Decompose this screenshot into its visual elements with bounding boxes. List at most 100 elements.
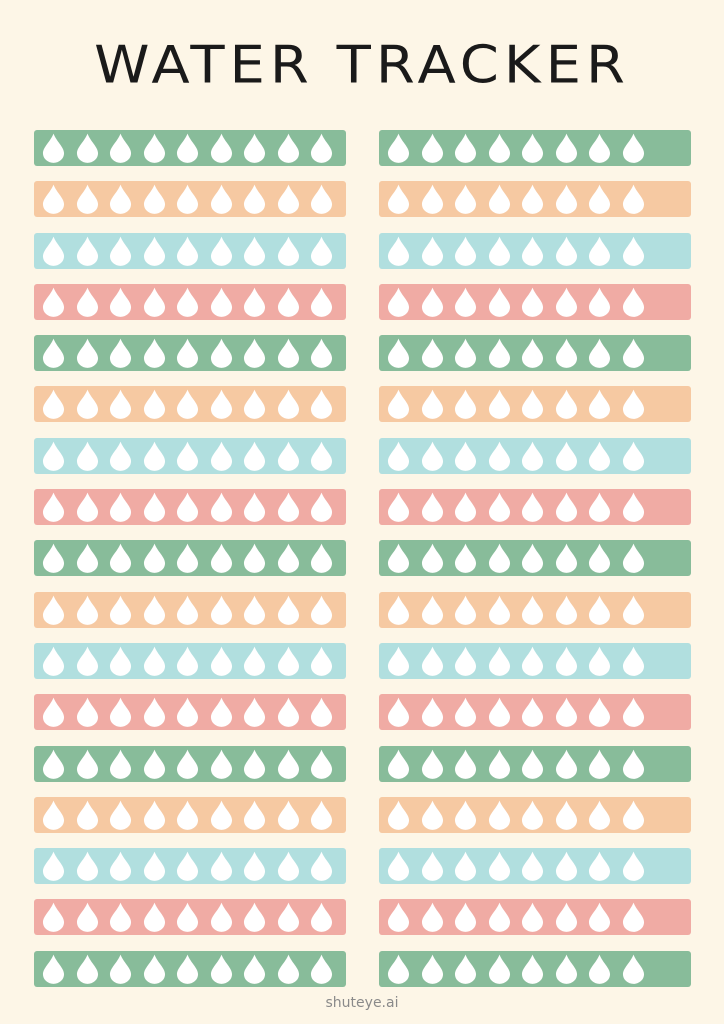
water-drop-icon[interactable] <box>310 388 333 420</box>
water-drop-icon[interactable] <box>143 491 166 523</box>
water-drop-icon[interactable] <box>454 235 477 267</box>
water-drop-icon[interactable] <box>210 388 233 420</box>
water-drop-icon[interactable] <box>310 542 333 574</box>
water-drop-icon[interactable] <box>555 748 578 780</box>
water-drop-icon[interactable] <box>143 748 166 780</box>
water-drop-icon[interactable] <box>76 388 99 420</box>
water-drop-icon[interactable] <box>210 440 233 472</box>
water-drop-icon[interactable] <box>109 799 132 831</box>
water-drop-icon[interactable] <box>109 748 132 780</box>
water-drop-icon[interactable] <box>421 594 444 626</box>
water-drop-icon[interactable] <box>42 799 65 831</box>
water-drop-icon[interactable] <box>210 953 233 985</box>
water-drop-icon[interactable] <box>176 799 199 831</box>
water-drop-icon[interactable] <box>488 645 511 677</box>
water-drop-icon[interactable] <box>454 286 477 318</box>
water-drop-icon[interactable] <box>622 183 645 215</box>
water-drop-icon[interactable] <box>176 901 199 933</box>
water-drop-icon[interactable] <box>109 696 132 728</box>
water-drop-icon[interactable] <box>143 696 166 728</box>
water-drop-icon[interactable] <box>454 440 477 472</box>
water-drop-icon[interactable] <box>387 696 410 728</box>
water-drop-icon[interactable] <box>555 850 578 882</box>
water-drop-icon[interactable] <box>176 286 199 318</box>
water-drop-icon[interactable] <box>143 901 166 933</box>
water-drop-icon[interactable] <box>488 850 511 882</box>
water-drop-icon[interactable] <box>521 491 544 523</box>
water-drop-icon[interactable] <box>143 286 166 318</box>
water-drop-icon[interactable] <box>310 953 333 985</box>
water-drop-icon[interactable] <box>210 594 233 626</box>
water-drop-icon[interactable] <box>555 901 578 933</box>
water-drop-icon[interactable] <box>210 850 233 882</box>
water-drop-icon[interactable] <box>310 235 333 267</box>
water-drop-icon[interactable] <box>109 901 132 933</box>
water-drop-icon[interactable] <box>521 183 544 215</box>
water-drop-icon[interactable] <box>622 799 645 831</box>
water-drop-icon[interactable] <box>42 748 65 780</box>
water-drop-icon[interactable] <box>277 235 300 267</box>
water-drop-icon[interactable] <box>310 850 333 882</box>
water-drop-icon[interactable] <box>555 953 578 985</box>
water-drop-icon[interactable] <box>387 799 410 831</box>
water-drop-icon[interactable] <box>277 183 300 215</box>
water-drop-icon[interactable] <box>277 388 300 420</box>
water-drop-icon[interactable] <box>42 132 65 164</box>
water-drop-icon[interactable] <box>109 337 132 369</box>
water-drop-icon[interactable] <box>555 132 578 164</box>
water-drop-icon[interactable] <box>488 388 511 420</box>
water-drop-icon[interactable] <box>277 594 300 626</box>
water-drop-icon[interactable] <box>210 748 233 780</box>
water-drop-icon[interactable] <box>76 542 99 574</box>
water-drop-icon[interactable] <box>42 850 65 882</box>
water-drop-icon[interactable] <box>109 440 132 472</box>
water-drop-icon[interactable] <box>42 696 65 728</box>
water-drop-icon[interactable] <box>210 696 233 728</box>
water-drop-icon[interactable] <box>387 132 410 164</box>
water-drop-icon[interactable] <box>109 542 132 574</box>
water-drop-icon[interactable] <box>277 645 300 677</box>
water-drop-icon[interactable] <box>243 748 266 780</box>
water-drop-icon[interactable] <box>277 748 300 780</box>
water-drop-icon[interactable] <box>210 132 233 164</box>
water-drop-icon[interactable] <box>243 696 266 728</box>
water-drop-icon[interactable] <box>76 799 99 831</box>
water-drop-icon[interactable] <box>243 491 266 523</box>
water-drop-icon[interactable] <box>555 440 578 472</box>
water-drop-icon[interactable] <box>387 286 410 318</box>
water-drop-icon[interactable] <box>76 901 99 933</box>
water-drop-icon[interactable] <box>310 696 333 728</box>
water-drop-icon[interactable] <box>42 645 65 677</box>
water-drop-icon[interactable] <box>243 132 266 164</box>
water-drop-icon[interactable] <box>622 850 645 882</box>
water-drop-icon[interactable] <box>143 799 166 831</box>
water-drop-icon[interactable] <box>421 388 444 420</box>
water-drop-icon[interactable] <box>42 337 65 369</box>
water-drop-icon[interactable] <box>109 594 132 626</box>
water-drop-icon[interactable] <box>588 953 611 985</box>
water-drop-icon[interactable] <box>143 132 166 164</box>
water-drop-icon[interactable] <box>76 696 99 728</box>
water-drop-icon[interactable] <box>176 337 199 369</box>
water-drop-icon[interactable] <box>421 542 444 574</box>
water-drop-icon[interactable] <box>555 594 578 626</box>
water-drop-icon[interactable] <box>555 645 578 677</box>
water-drop-icon[interactable] <box>488 748 511 780</box>
water-drop-icon[interactable] <box>421 491 444 523</box>
water-drop-icon[interactable] <box>421 953 444 985</box>
water-drop-icon[interactable] <box>310 491 333 523</box>
water-drop-icon[interactable] <box>488 132 511 164</box>
water-drop-icon[interactable] <box>421 645 444 677</box>
water-drop-icon[interactable] <box>454 748 477 780</box>
water-drop-icon[interactable] <box>588 542 611 574</box>
water-drop-icon[interactable] <box>42 183 65 215</box>
water-drop-icon[interactable] <box>555 235 578 267</box>
water-drop-icon[interactable] <box>243 645 266 677</box>
water-drop-icon[interactable] <box>387 337 410 369</box>
water-drop-icon[interactable] <box>488 337 511 369</box>
water-drop-icon[interactable] <box>622 388 645 420</box>
water-drop-icon[interactable] <box>421 901 444 933</box>
water-drop-icon[interactable] <box>555 542 578 574</box>
water-drop-icon[interactable] <box>76 748 99 780</box>
water-drop-icon[interactable] <box>555 183 578 215</box>
